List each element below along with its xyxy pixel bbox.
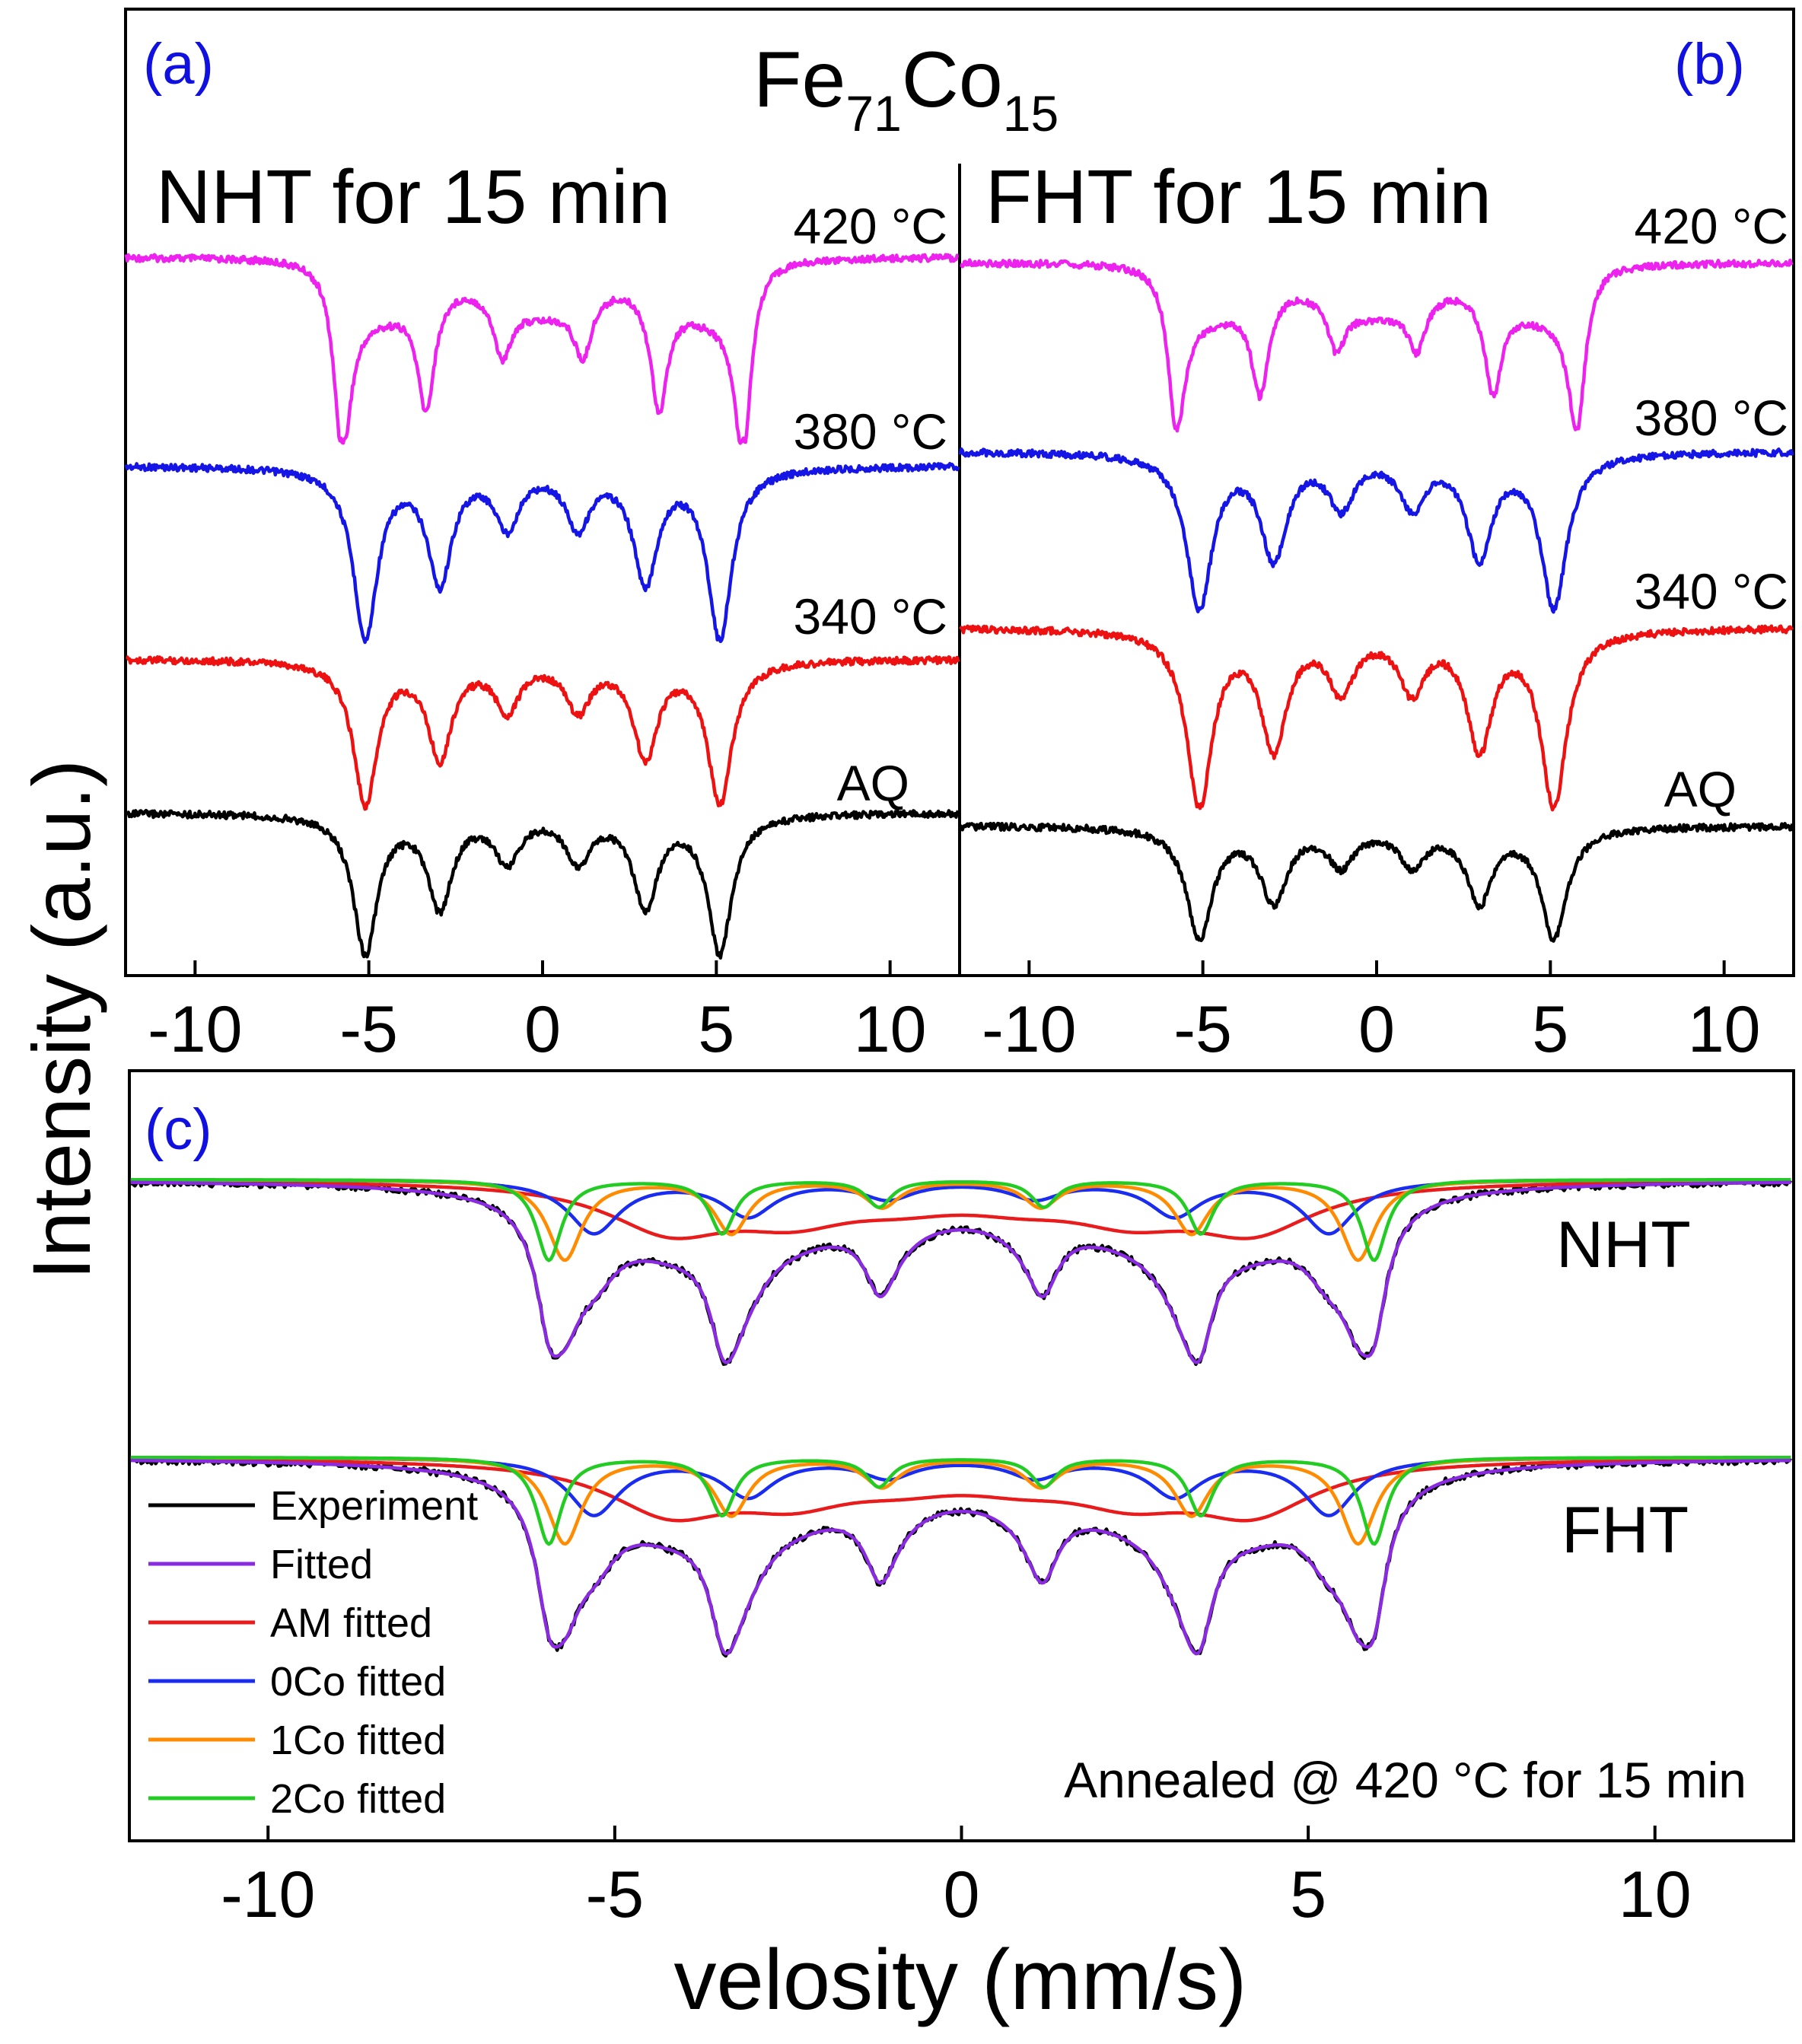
x-tick-label: -10: [982, 993, 1076, 1066]
label-b-380: 380 °C: [1634, 390, 1788, 446]
label-b-420: 420 °C: [1634, 198, 1788, 254]
label-b-aq: AQ: [1664, 761, 1737, 817]
panel-b-traces: [958, 258, 1794, 943]
label-a-380: 380 °C: [793, 403, 947, 460]
x-tick-label: 10: [1619, 1858, 1692, 1931]
x-tick-label: 5: [1532, 993, 1568, 1066]
x-tick-label: 0: [944, 1858, 980, 1931]
title-sub-71: 71: [845, 85, 901, 142]
trace-a-1: [124, 462, 960, 645]
group-label-fht: FHT: [1562, 1494, 1689, 1567]
panel-a-traces: [124, 253, 960, 960]
label-b-340: 340 °C: [1634, 563, 1788, 619]
legend-label: 2Co fitted: [270, 1776, 446, 1822]
annealed-annotation: Annealed @ 420 °C for 15 min: [1064, 1752, 1746, 1808]
legend-label: 1Co fitted: [270, 1718, 446, 1763]
trace-b-0: [960, 258, 1794, 433]
x-tick-label: -5: [339, 993, 397, 1066]
x-tick-label: 10: [1688, 993, 1761, 1066]
title-fe: Fe: [753, 36, 845, 124]
x-tick-label: -10: [221, 1858, 315, 1931]
panel-label-a: (a): [143, 32, 214, 97]
component-trace: [130, 1456, 1791, 1546]
component-trace: [130, 1457, 1791, 1523]
fitted-trace: [130, 1180, 1791, 1364]
label-a-340: 340 °C: [793, 588, 947, 645]
label-a-aq: AQ: [837, 755, 909, 811]
legend-label: 0Co fitted: [270, 1659, 446, 1705]
experiment-trace: [130, 1178, 1793, 1367]
component-trace: [130, 1180, 1791, 1240]
panel-c-legend: Experiment Fitted AM fitted 0Co fitted 1Co f…: [148, 1483, 478, 1822]
legend-label: AM fitted: [270, 1600, 432, 1646]
panel-a-condition: NHT for 15 min: [156, 154, 670, 240]
x-tick-label: -10: [148, 993, 242, 1066]
panel-label-b: (b): [1674, 32, 1745, 97]
figure-title: Fe71Co15: [753, 36, 1059, 142]
fitted-trace: [130, 1458, 1791, 1656]
x-tick-label: 5: [698, 993, 734, 1066]
panel-c-axis: -10 -5 0 5 10: [221, 1826, 1692, 1931]
legend-label: Experiment: [270, 1483, 478, 1529]
panel-label-c: (c): [145, 1097, 212, 1162]
x-tick-label: -5: [586, 1858, 644, 1931]
panel-c-traces: [130, 1177, 1793, 1658]
trace-b-1: [958, 447, 1794, 614]
label-a-420: 420 °C: [793, 198, 947, 254]
x-tick-label: -5: [1173, 993, 1231, 1066]
panel-b-condition: FHT for 15 min: [985, 154, 1492, 240]
x-tick-label: 5: [1290, 1858, 1326, 1931]
y-axis-label: Intensity (a.u.): [15, 759, 107, 1280]
panel-b-axis: -10 -5 0 5 10: [982, 960, 1761, 1066]
x-tick-label: 10: [854, 993, 927, 1066]
trace-b-2: [959, 624, 1794, 812]
x-tick-label: 0: [524, 993, 561, 1066]
legend-label: Fitted: [270, 1542, 373, 1587]
x-tick-label: 0: [1358, 993, 1395, 1066]
x-axis-label: velosity (mm/s): [674, 1932, 1247, 2027]
panel-a-axis: -10 -5 0 5 10: [148, 960, 927, 1066]
trace-a-2: [126, 654, 960, 811]
title-sub-15: 15: [1003, 85, 1059, 142]
component-trace: [130, 1177, 1791, 1262]
trace-a-3: [125, 808, 960, 960]
title-co: Co: [902, 36, 1003, 124]
group-label-nht: NHT: [1556, 1208, 1691, 1281]
trace-a-0: [124, 253, 960, 445]
trace-b-3: [958, 821, 1794, 943]
